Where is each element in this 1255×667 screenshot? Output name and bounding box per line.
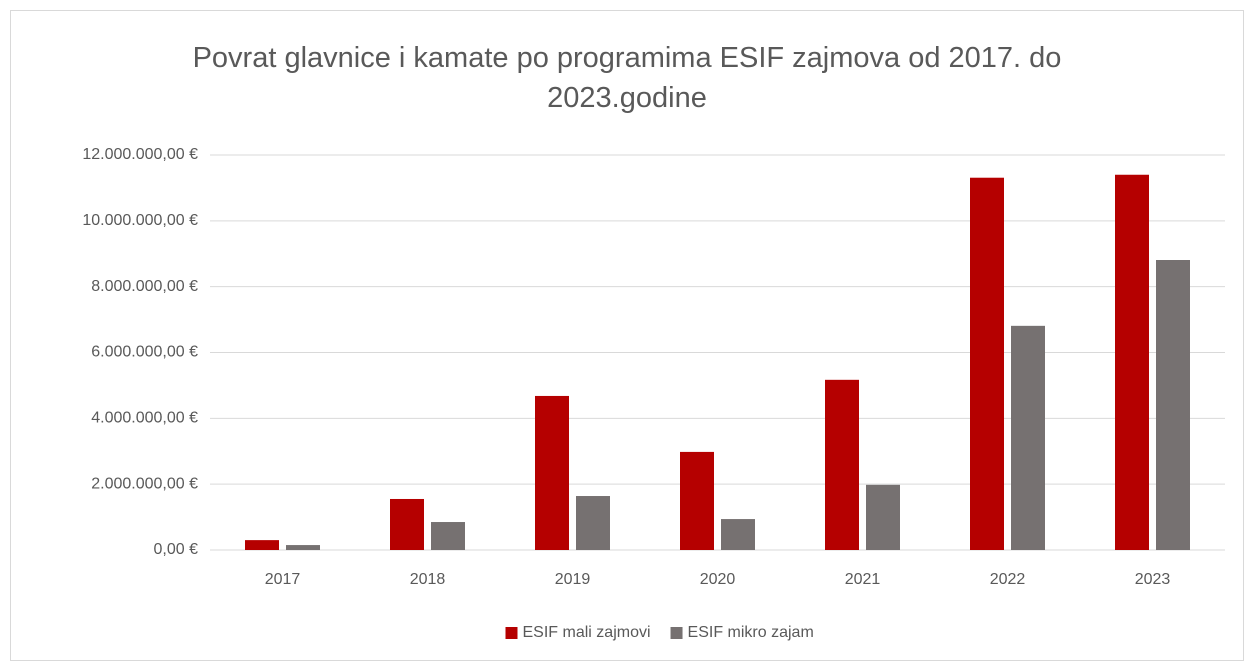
legend-swatch	[505, 627, 518, 639]
bar	[680, 451, 714, 550]
bar	[866, 484, 900, 550]
y-tick-label: 8.000.000,00 €	[91, 278, 198, 295]
bar	[1156, 260, 1190, 550]
y-tick-label: 10.000.000,00 €	[82, 212, 198, 229]
x-tick-label: 2017	[265, 571, 301, 588]
x-tick-label: 2021	[845, 571, 881, 588]
legend-label: ESIF mikro zajam	[688, 624, 814, 641]
bar	[1011, 325, 1045, 550]
bar	[286, 545, 320, 550]
x-tick-label: 2023	[1135, 571, 1171, 588]
bar	[576, 496, 610, 550]
y-tick-label: 12.000.000,00 €	[82, 146, 198, 163]
x-tick-label: 2020	[700, 571, 736, 588]
legend-swatch	[670, 627, 683, 639]
legend-label: ESIF mali zajmovi	[523, 624, 651, 641]
bar	[390, 498, 424, 550]
bar	[721, 519, 755, 550]
x-tick-label: 2019	[555, 571, 591, 588]
bar	[825, 379, 859, 550]
y-tick-label: 4.000.000,00 €	[91, 410, 198, 427]
y-tick-label: 0,00 €	[154, 541, 199, 558]
bar	[245, 540, 279, 550]
x-tick-label: 2022	[990, 571, 1026, 588]
y-tick-label: 2.000.000,00 €	[91, 475, 198, 492]
bar	[1115, 174, 1149, 550]
bar	[535, 395, 569, 550]
chart-frame	[10, 10, 1244, 661]
bar	[970, 177, 1004, 550]
chart-title: Povrat glavnice i kamate po programima E…	[192, 42, 1062, 114]
x-tick-label: 2018	[410, 571, 446, 588]
y-tick-label: 6.000.000,00 €	[91, 344, 198, 361]
bar	[431, 522, 465, 550]
